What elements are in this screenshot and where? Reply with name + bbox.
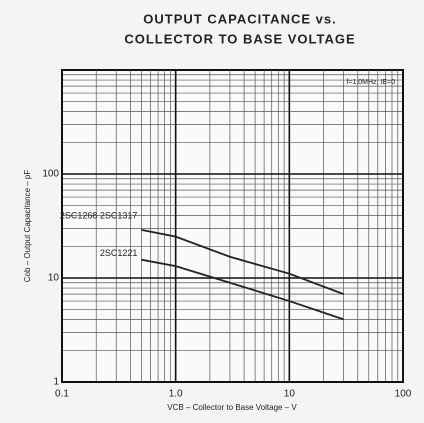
legend-label: 2SC1221 (100, 248, 138, 258)
annotation: f=1.0MHz, IE=0 (346, 79, 395, 86)
series-line (141, 258, 344, 321)
y-tick-label: 10 (48, 273, 60, 284)
chart-subtitle: COLLECTOR TO BASE VOLTAGE (124, 31, 355, 46)
chart-title: OUTPUT CAPACITANCE vs. (143, 11, 336, 26)
x-axis-label: VCB – Collector to Base Voltage – V (167, 403, 297, 412)
y-axis-label: Cob – Output Capacitance – pF (23, 170, 32, 283)
y-tick-label: 100 (42, 169, 59, 180)
x-tick-label: 100 (395, 389, 412, 400)
plot-area (61, 69, 404, 383)
x-tick-label: 0.1 (55, 389, 69, 400)
y-tick-label: 1 (53, 377, 59, 388)
legend-label: 2SC1268 2SC1317 (60, 210, 138, 220)
series-line (141, 229, 344, 295)
x-tick-label: 1.0 (169, 389, 183, 400)
x-tick-label: 10 (284, 389, 296, 400)
